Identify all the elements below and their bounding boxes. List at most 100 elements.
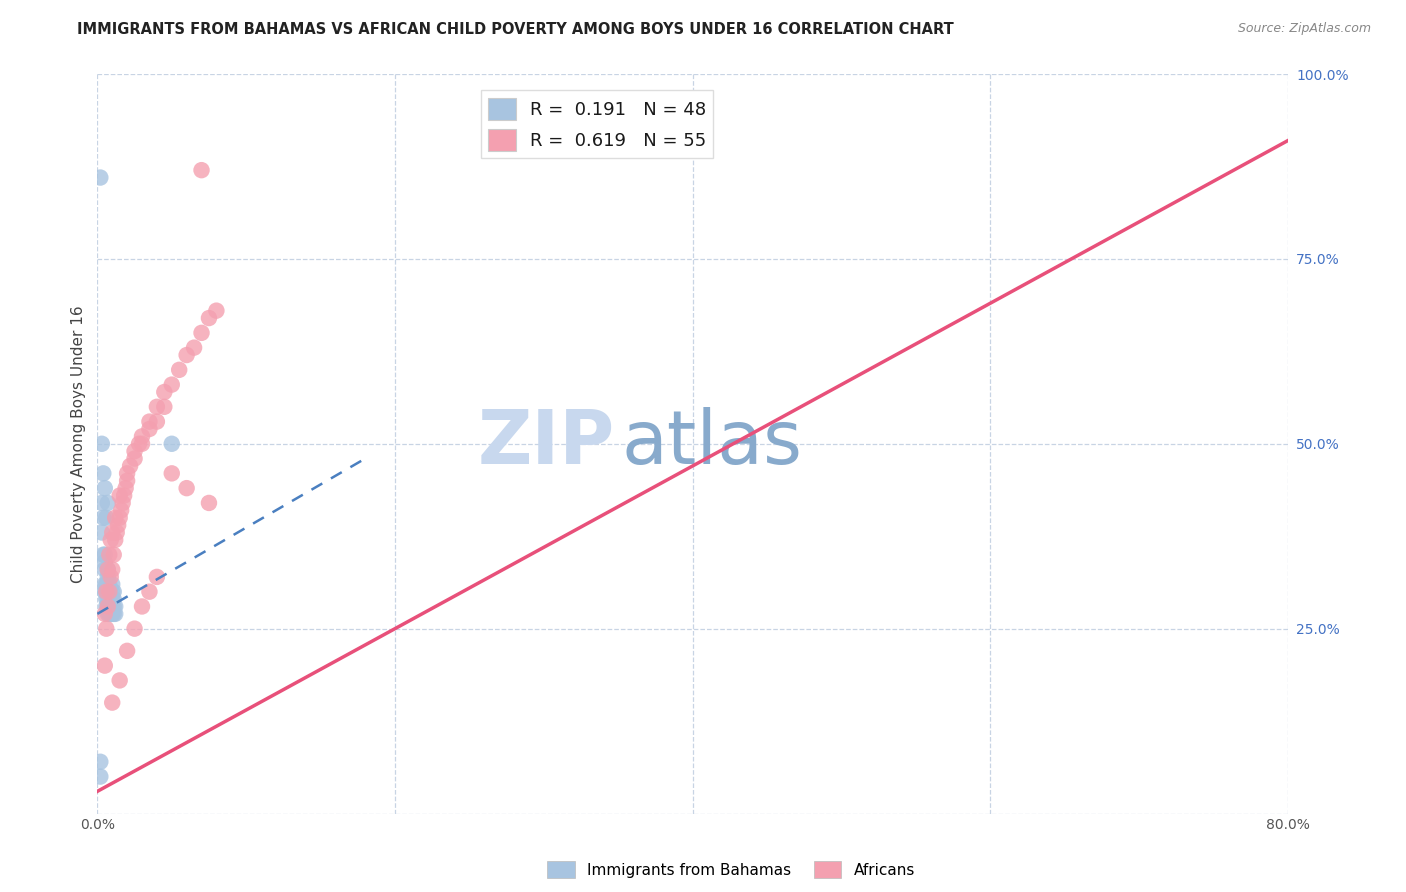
Point: [97, 599, 120, 614]
Text: Source: ZipAtlas.com: Source: ZipAtlas.com: [1237, 22, 1371, 36]
Legend: R =  0.191   N = 48, R =  0.619   N = 55: R = 0.191 N = 48, R = 0.619 N = 55: [481, 90, 713, 158]
Point: [101, 607, 124, 621]
Point: [97, 570, 120, 584]
Point: [101, 592, 124, 607]
Point: [100, 599, 122, 614]
Point: [108, 510, 131, 524]
Point: [114, 481, 136, 495]
Point: [176, 481, 198, 495]
Point: [98, 584, 121, 599]
Point: [100, 592, 122, 607]
Point: [97, 607, 120, 621]
Point: [96, 577, 118, 591]
Point: [105, 525, 128, 540]
Point: [138, 415, 160, 429]
Point: [104, 599, 127, 614]
Text: atlas: atlas: [621, 408, 803, 480]
Legend: Immigrants from Bahamas, Africans: Immigrants from Bahamas, Africans: [541, 855, 921, 884]
Point: [91, 510, 114, 524]
Point: [103, 592, 125, 607]
Point: [167, 363, 190, 377]
Point: [98, 584, 121, 599]
Point: [94, 548, 117, 562]
Point: [97, 562, 120, 576]
Point: [190, 163, 212, 178]
Point: [115, 467, 138, 481]
Point: [97, 577, 120, 591]
Point: [107, 518, 129, 533]
Point: [183, 341, 205, 355]
Point: [98, 607, 121, 621]
Point: [112, 489, 135, 503]
Point: [124, 444, 146, 458]
Point: [111, 496, 134, 510]
Point: [98, 577, 121, 591]
Point: [146, 415, 169, 429]
Point: [176, 348, 198, 362]
Point: [96, 592, 118, 607]
Point: [97, 599, 120, 614]
Point: [104, 607, 127, 621]
Point: [198, 496, 221, 510]
Point: [160, 437, 183, 451]
Point: [104, 533, 127, 547]
Point: [97, 496, 120, 510]
Point: [138, 422, 160, 436]
Y-axis label: Child Poverty Among Boys Under 16: Child Poverty Among Boys Under 16: [72, 305, 86, 582]
Point: [101, 577, 124, 591]
Point: [124, 451, 146, 466]
Point: [98, 599, 121, 614]
Point: [96, 599, 118, 614]
Point: [100, 533, 122, 547]
Point: [91, 467, 114, 481]
Point: [101, 525, 124, 540]
Point: [97, 584, 120, 599]
Point: [94, 555, 117, 569]
Point: [89, 770, 111, 784]
Point: [205, 303, 228, 318]
Point: [101, 696, 124, 710]
Point: [96, 622, 118, 636]
Point: [91, 548, 114, 562]
Point: [90, 525, 112, 540]
Point: [96, 584, 118, 599]
Point: [110, 503, 132, 517]
Point: [98, 548, 121, 562]
Point: [96, 584, 118, 599]
Point: [131, 429, 153, 443]
Point: [146, 400, 169, 414]
Point: [198, 311, 221, 326]
Point: [94, 607, 117, 621]
Point: [101, 599, 124, 614]
Point: [100, 570, 122, 584]
Point: [94, 562, 117, 576]
Point: [160, 467, 183, 481]
Point: [98, 592, 121, 607]
Point: [90, 437, 112, 451]
Point: [89, 755, 111, 769]
Text: ZIP: ZIP: [478, 408, 616, 480]
Point: [100, 607, 122, 621]
Point: [94, 584, 117, 599]
Point: [146, 570, 169, 584]
Point: [90, 496, 112, 510]
Point: [153, 384, 176, 399]
Point: [97, 562, 120, 576]
Point: [108, 673, 131, 688]
Point: [153, 400, 176, 414]
Point: [131, 437, 153, 451]
Point: [89, 170, 111, 185]
Point: [160, 377, 183, 392]
Point: [190, 326, 212, 340]
Point: [103, 548, 125, 562]
Point: [96, 510, 118, 524]
Point: [131, 599, 153, 614]
Text: IMMIGRANTS FROM BAHAMAS VS AFRICAN CHILD POVERTY AMONG BOYS UNDER 16 CORRELATION: IMMIGRANTS FROM BAHAMAS VS AFRICAN CHILD…: [77, 22, 955, 37]
Point: [128, 437, 150, 451]
Point: [138, 584, 160, 599]
Point: [115, 644, 138, 658]
Point: [103, 607, 125, 621]
Point: [94, 481, 117, 495]
Point: [97, 592, 120, 607]
Point: [94, 577, 117, 591]
